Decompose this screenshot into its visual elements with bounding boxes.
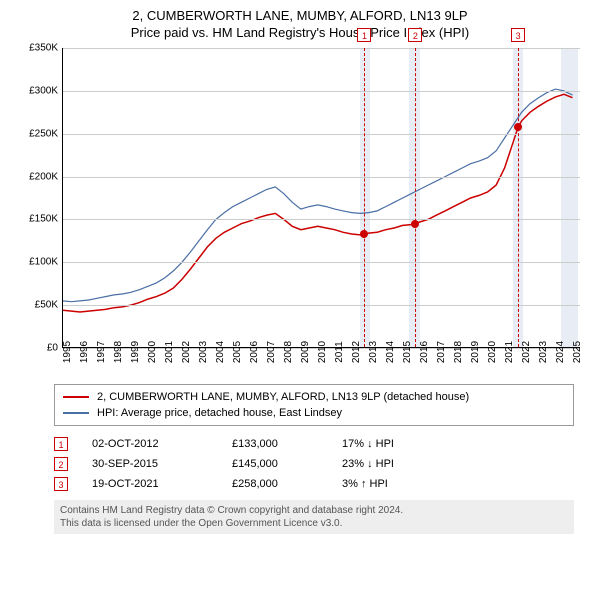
title-address: 2, CUMBERWORTH LANE, MUMBY, ALFORD, LN13… — [12, 8, 588, 23]
legend-swatch-hpi — [63, 412, 89, 414]
event-line-3 — [518, 48, 519, 347]
gridline — [63, 134, 580, 135]
x-axis-label: 2000 — [147, 341, 158, 363]
event-date-2: 30-SEP-2015 — [92, 458, 232, 470]
event-flag-1: 1 — [357, 28, 371, 42]
x-axis-label: 2015 — [402, 341, 413, 363]
y-axis-label: £300K — [20, 85, 58, 96]
x-axis-label: 2002 — [181, 341, 192, 363]
event-marker-2: 2 — [54, 457, 68, 471]
event-marker-3: 3 — [54, 477, 68, 491]
x-axis-label: 2020 — [487, 341, 498, 363]
x-axis-label: 1997 — [96, 341, 107, 363]
x-axis-label: 2025 — [572, 341, 583, 363]
x-axis-label: 2018 — [453, 341, 464, 363]
event-price-3: £258,000 — [232, 478, 342, 490]
series-hpi — [63, 89, 573, 302]
event-marker-1: 1 — [54, 437, 68, 451]
legend-row-property: 2, CUMBERWORTH LANE, MUMBY, ALFORD, LN13… — [63, 389, 565, 405]
event-date-3: 19-OCT-2021 — [92, 478, 232, 490]
x-axis-label: 1998 — [113, 341, 124, 363]
legend: 2, CUMBERWORTH LANE, MUMBY, ALFORD, LN13… — [54, 384, 574, 426]
event-dot-3 — [514, 123, 522, 131]
y-axis-label: £50K — [20, 300, 58, 311]
x-axis-label: 1996 — [79, 341, 90, 363]
gridline — [63, 91, 580, 92]
x-axis-label: 2017 — [436, 341, 447, 363]
gridline — [63, 219, 580, 220]
event-delta-3: 3% ↑ HPI — [342, 478, 462, 490]
line-series-svg — [63, 48, 581, 348]
legend-row-hpi: HPI: Average price, detached house, East… — [63, 405, 565, 421]
x-axis-label: 2011 — [334, 341, 345, 363]
x-axis-label: 1995 — [62, 341, 73, 363]
chart-container: 2, CUMBERWORTH LANE, MUMBY, ALFORD, LN13… — [0, 0, 600, 590]
chart-area: 123 £0£50K£100K£150K£200K£250K£300K£350K… — [20, 48, 580, 378]
x-axis-label: 2007 — [266, 341, 277, 363]
event-date-1: 02-OCT-2012 — [92, 438, 232, 450]
event-price-2: £145,000 — [232, 458, 342, 470]
x-axis-label: 2008 — [283, 341, 294, 363]
x-axis-label: 2004 — [215, 341, 226, 363]
y-axis-label: £200K — [20, 171, 58, 182]
event-delta-1: 17% ↓ HPI — [342, 438, 462, 450]
x-axis-label: 2023 — [538, 341, 549, 363]
title-block: 2, CUMBERWORTH LANE, MUMBY, ALFORD, LN13… — [12, 8, 588, 40]
x-axis-label: 2021 — [504, 341, 515, 363]
footer-line1: Contains HM Land Registry data © Crown c… — [60, 504, 568, 517]
plot-region: 123 — [62, 48, 580, 348]
event-row-3: 3 19-OCT-2021 £258,000 3% ↑ HPI — [54, 474, 574, 494]
event-delta-2: 23% ↓ HPI — [342, 458, 462, 470]
x-axis-label: 2024 — [555, 341, 566, 363]
event-row-2: 2 30-SEP-2015 £145,000 23% ↓ HPI — [54, 454, 574, 474]
y-axis-label: £0 — [20, 343, 58, 354]
footer-line2: This data is licensed under the Open Gov… — [60, 517, 568, 530]
x-axis-label: 2022 — [521, 341, 532, 363]
y-axis-label: £150K — [20, 214, 58, 225]
event-dot-1 — [360, 230, 368, 238]
x-axis-label: 2013 — [368, 341, 379, 363]
x-axis-label: 2012 — [351, 341, 362, 363]
x-axis-label: 2006 — [249, 341, 260, 363]
x-axis-label: 2016 — [419, 341, 430, 363]
x-axis-label: 2005 — [232, 341, 243, 363]
x-axis-label: 2009 — [300, 341, 311, 363]
event-flag-3: 3 — [511, 28, 525, 42]
event-flag-2: 2 — [408, 28, 422, 42]
legend-label-hpi: HPI: Average price, detached house, East… — [97, 407, 342, 419]
title-subtitle: Price paid vs. HM Land Registry's House … — [12, 25, 588, 40]
x-axis-label: 2003 — [198, 341, 209, 363]
gridline — [63, 305, 580, 306]
event-line-1 — [364, 48, 365, 347]
event-dot-2 — [411, 220, 419, 228]
x-axis-label: 2019 — [470, 341, 481, 363]
x-axis-label: 2014 — [385, 341, 396, 363]
y-axis-label: £100K — [20, 257, 58, 268]
event-price-1: £133,000 — [232, 438, 342, 450]
gridline — [63, 262, 580, 263]
x-axis-label: 2001 — [164, 341, 175, 363]
y-axis-label: £350K — [20, 43, 58, 54]
events-table: 1 02-OCT-2012 £133,000 17% ↓ HPI 2 30-SE… — [54, 434, 574, 494]
event-row-1: 1 02-OCT-2012 £133,000 17% ↓ HPI — [54, 434, 574, 454]
y-axis-label: £250K — [20, 128, 58, 139]
legend-label-property: 2, CUMBERWORTH LANE, MUMBY, ALFORD, LN13… — [97, 391, 469, 403]
legend-swatch-property — [63, 396, 89, 398]
x-axis-label: 1999 — [130, 341, 141, 363]
event-line-2 — [415, 48, 416, 347]
series-property — [63, 94, 573, 312]
gridline — [63, 48, 580, 49]
x-axis-label: 2010 — [317, 341, 328, 363]
footer: Contains HM Land Registry data © Crown c… — [54, 500, 574, 534]
gridline — [63, 177, 580, 178]
